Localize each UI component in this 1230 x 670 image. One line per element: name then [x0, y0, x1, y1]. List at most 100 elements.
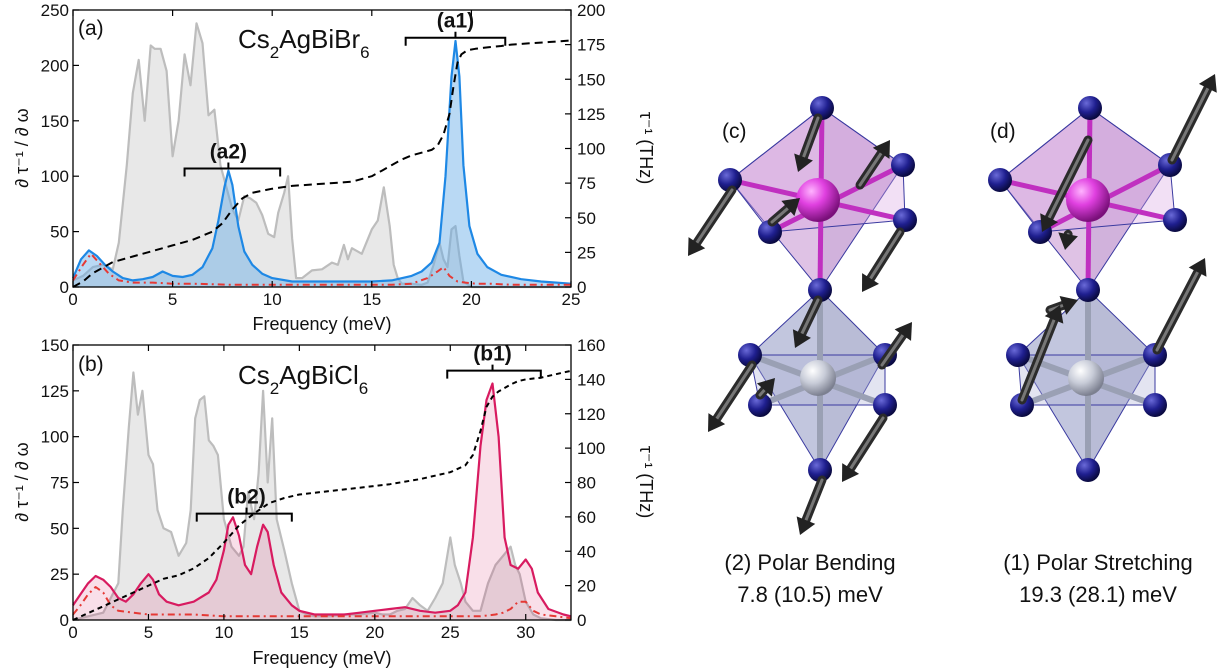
y-left-tick-label: 50: [50, 223, 69, 242]
annotation-bracket: [183, 162, 282, 177]
panel-a-cumulative-rate-line: [72, 39, 572, 288]
atom-halide-d6: [1076, 278, 1100, 302]
annotation-bracket: [446, 364, 542, 379]
atom-halide-d9: [1010, 393, 1034, 417]
y-left-tick-label: 0: [60, 278, 69, 297]
y-right-tick-label: 200: [577, 1, 605, 20]
y-right-tick-label: 100: [577, 140, 605, 159]
arrows-d: [1017, 74, 1217, 405]
atom-ag-c: [800, 360, 836, 396]
panel-b-cumulative-rate-line: [72, 369, 572, 621]
panel-b-annotations: (b1) (b2): [195, 343, 542, 522]
panel-b-annotation-1: (b2): [195, 486, 293, 522]
panel-b-ylabel-left: ∂ τ⁻¹ / ∂ ω: [12, 442, 32, 521]
structure-d-caption-line1: (1) Polar Stretching: [1003, 550, 1193, 575]
structure-d-label: (d): [990, 120, 1016, 143]
arrow-icon: [792, 295, 823, 348]
y-left-tick-label: 0: [60, 611, 69, 630]
panel-a-phonon-dos-area-fill: [73, 23, 571, 288]
structure-c: (c) (2) Polar Bending: [688, 96, 917, 607]
arrow-icon: [1058, 229, 1078, 250]
x-tick-label: 25: [441, 623, 460, 642]
atom-halide-c11: [808, 458, 832, 482]
y-right-tick-label: 0: [577, 611, 586, 630]
arrow-icon: [1152, 258, 1207, 355]
atom-bi-c: [796, 178, 840, 222]
atom-halide-d1: [1078, 96, 1102, 120]
panel-b-series: [72, 369, 572, 622]
structure-c-caption-line2: 7.8 (10.5) meV: [737, 582, 883, 607]
atom-halide-c10: [873, 393, 897, 417]
y-right-tick-label: 120: [577, 405, 605, 424]
arrow-icon: [855, 140, 890, 190]
panel-a-ticks: 0 5 10 15 20 25050100150200250025507510012515…: [41, 1, 606, 309]
structure-d: (d) (1) Polar Stretchi: [988, 74, 1217, 607]
panel-a-annotation-0: (a1): [404, 10, 507, 46]
annotation-label: (a2): [210, 140, 247, 163]
y-right-tick-label: 60: [577, 508, 596, 527]
y-right-tick-label: 80: [577, 474, 596, 493]
arrow-icon: [862, 227, 905, 292]
y-left-tick-label: 100: [41, 428, 69, 447]
arrow-icon: [755, 378, 775, 400]
y-left-tick-label: 75: [50, 474, 69, 493]
atom-halide-c2: [718, 168, 742, 192]
structure-d-caption-line2: 19.3 (28.1) meV: [1019, 582, 1177, 607]
x-tick-label: 15: [362, 290, 381, 309]
panel-b-ylabel-right: τ⁻¹ (THz): [636, 446, 656, 519]
atom-halide-c5: [893, 208, 917, 232]
panel-a-ylabel-left: ∂ τ⁻¹ / ∂ ω: [12, 108, 32, 187]
y-left-tick-label: 100: [41, 167, 69, 186]
panel-a-mode-area: [71, 39, 572, 285]
arrow-icon: [1167, 74, 1217, 165]
panel-b-annotation-0: (b1): [446, 343, 542, 379]
x-tick-label: 20: [365, 623, 384, 642]
arrow-icon: [708, 360, 757, 432]
panel-b-ticks: 0 5 10 15 20 25 30 0 25 50 75 100 125 150 0 20 40 60 80 100…: [41, 336, 606, 642]
x-tick-label: 30: [516, 623, 535, 642]
atom-halide-d5: [1163, 208, 1187, 232]
annotation-bracket: [404, 31, 507, 46]
y-left-tick-label: 125: [41, 382, 69, 401]
panel-a-label: (a): [78, 17, 104, 40]
panel-a-xlabel: Frequency (meV): [252, 314, 391, 334]
y-right-tick-label: 20: [577, 577, 596, 596]
panel-b-mode-area-fill: [73, 383, 571, 620]
y-left-tick-label: 50: [50, 519, 69, 538]
y-right-tick-label: 75: [577, 174, 596, 193]
structure-c-caption-line1: (2) Polar Bending: [724, 550, 895, 575]
panel-a-title: Cs2AgBiBr6: [238, 24, 370, 62]
panel-a-ylabel-right: τ⁻¹ (THz): [636, 112, 656, 185]
y-right-tick-label: 0: [577, 278, 586, 297]
x-tick-label: 25: [562, 290, 581, 309]
panel-b-mode-area: [72, 382, 572, 618]
atom-bi-d: [1066, 178, 1110, 222]
y-right-tick-label: 40: [577, 542, 596, 561]
panel-b-label: (b): [78, 353, 104, 376]
annotation-label: (b2): [227, 486, 266, 509]
panel-b: (b1) (b2) 0 5 10 15 20 25 30 0 25 50 75 100 125 150 0 20…: [12, 336, 656, 668]
x-tick-label: 10: [263, 290, 282, 309]
x-tick-label: 20: [462, 290, 481, 309]
atom-halide-c4: [758, 220, 782, 244]
y-right-tick-label: 150: [577, 70, 605, 89]
x-tick-label: 15: [290, 623, 309, 642]
atom-halide-d2: [988, 168, 1012, 192]
panel-a-red-dashdot-line: [72, 252, 571, 286]
arrow-icon: [794, 113, 823, 172]
atom-halide-c9: [748, 393, 772, 417]
panel-a-annotation-1: (a2): [183, 140, 282, 177]
atom-halide-d11: [1076, 458, 1100, 482]
y-left-tick-label: 150: [41, 336, 69, 355]
x-tick-label: 5: [168, 290, 177, 309]
arrow-icon: [1040, 135, 1093, 232]
arrow-icon: [796, 475, 827, 535]
arrow-icon: [877, 322, 912, 370]
panel-a-mode-area-fill: [73, 41, 571, 287]
panel-a-series: [71, 22, 572, 289]
panel-a-phonon-dos-area: [72, 22, 571, 289]
atom-halide-c6: [808, 278, 832, 302]
x-tick-label: 0: [68, 290, 77, 309]
annotation-label: (a1): [437, 10, 474, 33]
